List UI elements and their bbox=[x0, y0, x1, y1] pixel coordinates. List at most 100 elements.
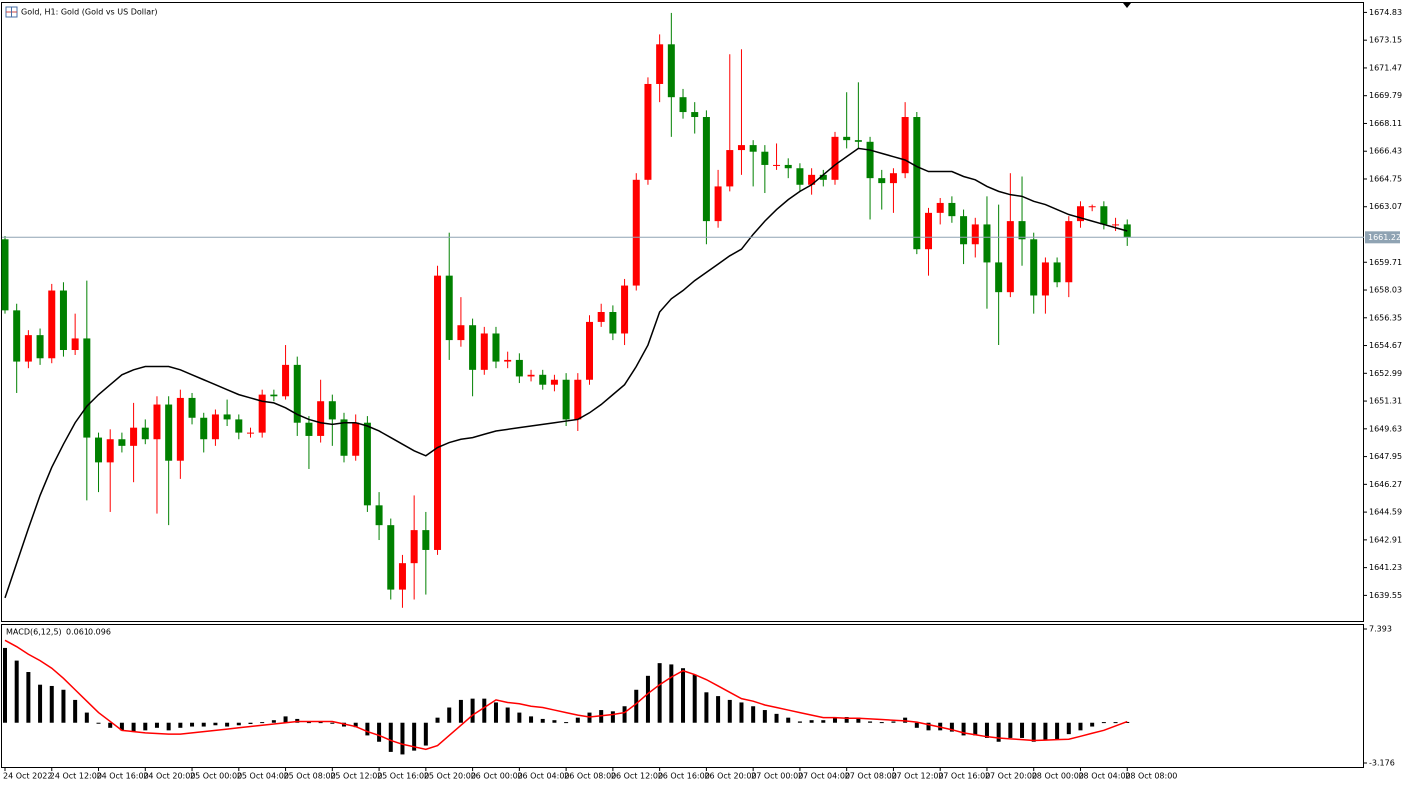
macd-bar bbox=[1090, 722, 1095, 727]
candle-body bbox=[1, 239, 9, 311]
macd-bar bbox=[996, 722, 1001, 742]
candle-body bbox=[714, 186, 722, 222]
x-tick-label: 26 Oct 00:00 bbox=[471, 772, 523, 781]
x-tick-label: 26 Oct 12:00 bbox=[611, 772, 663, 781]
macd-bar bbox=[3, 647, 7, 723]
y-tick-label: 1654.67 bbox=[1369, 341, 1402, 350]
x-tick-label: 27 Oct 04:00 bbox=[798, 772, 850, 781]
macd-bar bbox=[96, 722, 101, 724]
candle-body bbox=[983, 224, 991, 263]
candle-body bbox=[913, 117, 921, 250]
x-tick-label: 28 Oct 08:00 bbox=[1125, 772, 1177, 781]
macd-bar bbox=[318, 722, 323, 724]
candle-body bbox=[293, 364, 301, 423]
y-tick-label: 1641.23 bbox=[1369, 563, 1402, 572]
candle-body bbox=[574, 379, 582, 420]
candle-body bbox=[995, 262, 1003, 293]
macd-bar bbox=[458, 699, 463, 723]
candle-body bbox=[936, 202, 944, 213]
macd-bar bbox=[949, 722, 954, 732]
last-price-label: 1661.22 bbox=[1368, 233, 1401, 242]
candle-body bbox=[24, 335, 32, 362]
symbol-icon bbox=[5, 6, 18, 18]
macd-bar bbox=[73, 699, 78, 723]
y-tick-label: 1664.75 bbox=[1369, 174, 1402, 183]
candle-body bbox=[176, 397, 184, 461]
macd-panel bbox=[1, 624, 1364, 768]
macd-bar bbox=[1078, 722, 1083, 731]
candle-body bbox=[737, 145, 745, 151]
x-tick-label: 25 Oct 08:00 bbox=[284, 772, 336, 781]
candle-body bbox=[1006, 221, 1014, 293]
candle-body bbox=[878, 178, 886, 184]
macd-bar bbox=[330, 722, 335, 724]
candle-body bbox=[621, 285, 629, 334]
macd-bar bbox=[832, 717, 837, 723]
candle-body bbox=[223, 414, 231, 420]
candle-body bbox=[375, 505, 383, 526]
candle-body bbox=[95, 437, 103, 463]
macd-bar bbox=[400, 722, 405, 755]
macd-bar bbox=[84, 712, 89, 723]
macd-bar bbox=[984, 722, 989, 738]
macd-bar bbox=[610, 711, 615, 723]
macd-bar bbox=[365, 722, 370, 736]
y-tick-label: -3.176 bbox=[1369, 759, 1395, 768]
macd-bar bbox=[1066, 722, 1071, 735]
macd-bar bbox=[108, 722, 113, 728]
macd-bar bbox=[482, 698, 487, 723]
candle-body bbox=[246, 432, 254, 434]
x-tick-label: 24 Oct 12:00 bbox=[50, 772, 102, 781]
candle-body bbox=[586, 321, 593, 380]
candle-body bbox=[971, 224, 979, 245]
macd-value: 0.061 bbox=[66, 628, 89, 637]
candle-body bbox=[328, 401, 336, 420]
macd-bar bbox=[236, 722, 241, 726]
macd-bar bbox=[575, 717, 580, 723]
macd-bar bbox=[166, 722, 171, 731]
y-tick-label: 1651.31 bbox=[1369, 397, 1402, 406]
candle-body bbox=[691, 112, 699, 118]
candle-body bbox=[632, 179, 640, 286]
candle-body bbox=[597, 312, 605, 322]
candle-body bbox=[270, 394, 278, 397]
candle-body bbox=[48, 290, 56, 359]
candle-body bbox=[445, 275, 453, 341]
candle-body bbox=[667, 44, 675, 98]
candle-body bbox=[1041, 262, 1049, 296]
candle-body bbox=[562, 379, 570, 420]
x-tick-label: 24 Oct 16:00 bbox=[97, 772, 149, 781]
candle-body bbox=[726, 150, 734, 187]
macd-bar bbox=[529, 716, 534, 723]
candle-body bbox=[36, 335, 44, 359]
macd-bar bbox=[143, 722, 148, 731]
macd-bar bbox=[1043, 722, 1048, 741]
candle-body bbox=[480, 333, 488, 370]
macd-bar bbox=[926, 722, 931, 731]
macd-bar bbox=[119, 722, 124, 731]
macd-bar bbox=[505, 707, 510, 723]
y-tick-label: 1639.55 bbox=[1369, 591, 1402, 600]
macd-bar bbox=[844, 717, 849, 723]
y-tick-label: 1671.47 bbox=[1369, 63, 1402, 72]
macd-bar bbox=[260, 722, 265, 724]
candle-body bbox=[410, 530, 418, 564]
x-tick-label: 24 Oct 2022 bbox=[3, 772, 52, 781]
macd-bar bbox=[891, 721, 896, 723]
x-tick-label: 25 Oct 16:00 bbox=[377, 772, 429, 781]
y-tick-label: 1642.91 bbox=[1369, 535, 1402, 544]
macd-bar bbox=[868, 721, 873, 723]
candle-body bbox=[925, 212, 933, 250]
candle-body bbox=[422, 530, 430, 550]
candle-body bbox=[609, 312, 617, 334]
macd-bar bbox=[774, 713, 779, 723]
candle-body bbox=[539, 374, 547, 385]
candle-body bbox=[340, 419, 348, 456]
shift-marker bbox=[1123, 3, 1131, 8]
macd-bar bbox=[1113, 722, 1118, 724]
candle-body bbox=[1065, 221, 1073, 283]
x-tick-label: 27 Oct 00:00 bbox=[751, 772, 803, 781]
y-tick-label: 1644.59 bbox=[1369, 508, 1402, 517]
candle-body bbox=[434, 275, 442, 550]
y-tick-label: 1652.99 bbox=[1369, 369, 1402, 378]
